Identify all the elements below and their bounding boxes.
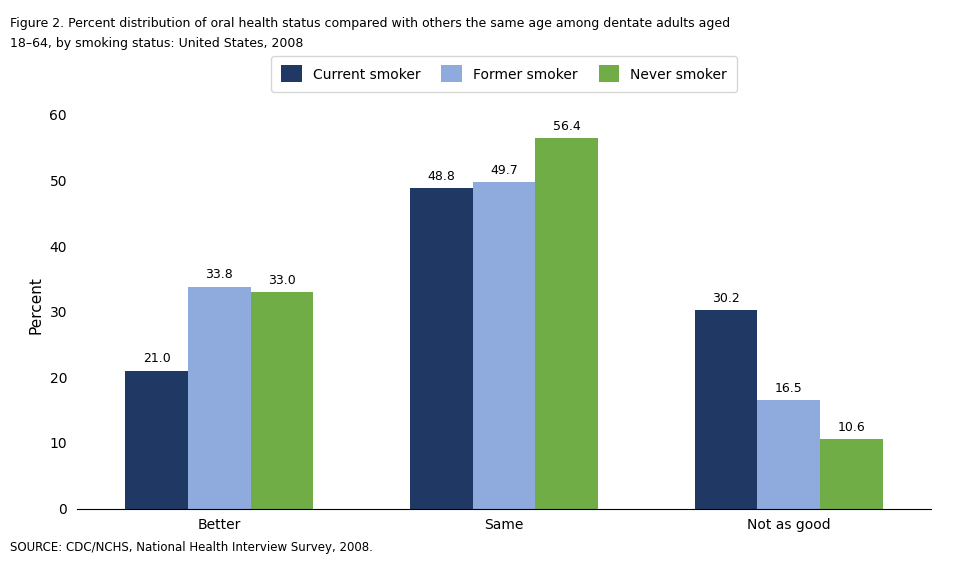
Text: SOURCE: CDC/NCHS, National Health Interview Survey, 2008.: SOURCE: CDC/NCHS, National Health Interv… — [10, 541, 372, 554]
Text: 33.8: 33.8 — [205, 268, 233, 281]
Bar — [188, 286, 251, 508]
Legend: Current smoker, Former smoker, Never smoker: Current smoker, Former smoker, Never smo… — [271, 56, 737, 92]
Y-axis label: Percent: Percent — [29, 276, 44, 334]
Bar — [125, 371, 188, 508]
Text: 49.7: 49.7 — [491, 164, 517, 177]
Bar — [820, 439, 883, 508]
Text: 33.0: 33.0 — [268, 273, 296, 286]
Text: 16.5: 16.5 — [775, 382, 803, 395]
Text: 30.2: 30.2 — [712, 292, 740, 305]
Text: 48.8: 48.8 — [427, 170, 455, 183]
Bar — [410, 188, 472, 508]
Text: 56.4: 56.4 — [553, 120, 581, 133]
Text: Figure 2. Percent distribution of oral health status compared with others the sa: Figure 2. Percent distribution of oral h… — [10, 17, 730, 30]
Text: 21.0: 21.0 — [143, 353, 171, 366]
Bar — [757, 400, 820, 508]
Bar — [536, 138, 598, 508]
Bar — [472, 182, 536, 508]
Bar — [695, 310, 757, 508]
Text: 18–64, by smoking status: United States, 2008: 18–64, by smoking status: United States,… — [10, 37, 303, 50]
Text: 10.6: 10.6 — [837, 421, 865, 434]
Bar — [251, 292, 313, 508]
